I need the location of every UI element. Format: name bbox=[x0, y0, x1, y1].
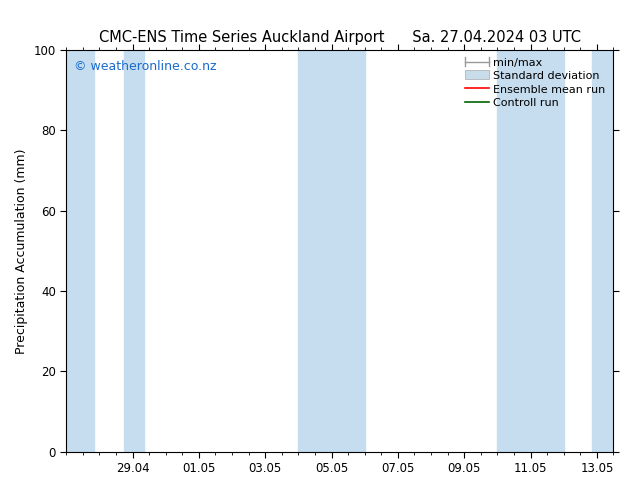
Legend: min/max, Standard deviation, Ensemble mean run, Controll run: min/max, Standard deviation, Ensemble me… bbox=[462, 55, 608, 110]
Bar bbox=[592, 50, 614, 452]
Bar bbox=[299, 50, 365, 452]
Title: CMC-ENS Time Series Auckland Airport      Sa. 27.04.2024 03 UTC: CMC-ENS Time Series Auckland Airport Sa.… bbox=[99, 30, 581, 45]
Bar bbox=[124, 50, 144, 452]
Bar bbox=[497, 50, 564, 452]
Y-axis label: Precipitation Accumulation (mm): Precipitation Accumulation (mm) bbox=[15, 148, 28, 354]
Text: © weatheronline.co.nz: © weatheronline.co.nz bbox=[74, 60, 217, 73]
Bar bbox=[66, 50, 94, 452]
